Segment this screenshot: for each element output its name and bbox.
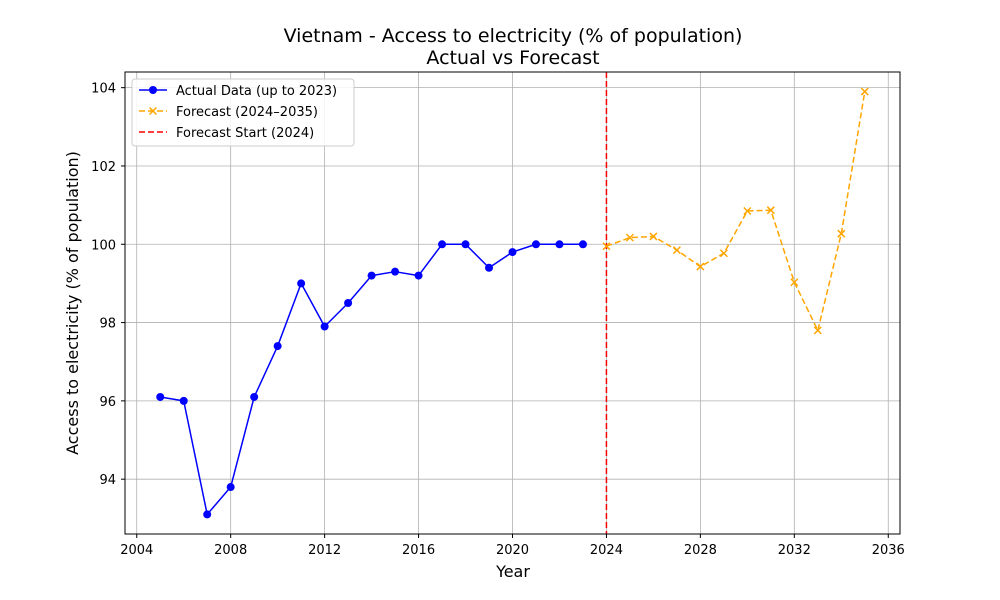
data-point-actual [297, 279, 306, 288]
legend-box [131, 78, 355, 147]
legend-entry-forecast: Forecast (2024–2035) [139, 105, 318, 120]
data-point-forecast [743, 206, 752, 216]
data-point-actual [414, 271, 423, 280]
data-point-actual [203, 510, 212, 519]
data-point-actual [461, 240, 470, 249]
data-point-forecast [813, 326, 822, 335]
x-tick-label: 2024 [590, 543, 623, 558]
x-tick-label: 2036 [872, 543, 905, 558]
chart-subtitle: Actual vs Forecast [426, 47, 599, 69]
chart-title: Vietnam - Access to electricity (% of po… [284, 25, 743, 47]
series-line-actual [160, 243, 583, 516]
x-tick-label: 2008 [214, 543, 247, 558]
x-axis-label: Year [495, 562, 530, 581]
legend-entry-forecast-start: Forecast Start (2024) [139, 126, 314, 141]
data-point-forecast [602, 242, 611, 251]
data-point-actual [250, 392, 259, 401]
x-tick-label: 2028 [684, 543, 717, 558]
y-tick-label: 104 [91, 82, 116, 97]
y-tick-label: 94 [99, 473, 116, 488]
data-point-forecast [672, 246, 681, 255]
legend-label-actual: Actual Data (up to 2023) [176, 84, 337, 99]
series-layer [156, 87, 869, 519]
y-tick-label: 96 [99, 395, 116, 410]
data-point-actual [438, 240, 447, 249]
data-point-actual [531, 240, 540, 249]
axis-ticks: 2004 2008 2012 2016 2020 2024 2028 2032 2036 94 96… [91, 82, 905, 558]
data-point-actual [226, 483, 235, 492]
data-point-actual [555, 240, 564, 249]
legend-label-forecast: Forecast (2024–2035) [176, 105, 318, 120]
y-tick-label: 98 [99, 317, 116, 332]
data-point-forecast [860, 87, 869, 96]
data-point-forecast [696, 262, 705, 271]
x-tick-label: 2020 [496, 543, 529, 558]
x-tick-label: 2012 [308, 543, 341, 558]
legend-label-forecast-start: Forecast Start (2024) [176, 126, 314, 141]
data-point-actual [344, 299, 353, 307]
legend-marker-actual [149, 86, 157, 94]
data-point-forecast [766, 206, 775, 215]
y-axis-label: Access to electricity (% of population) [63, 151, 82, 455]
data-point-forecast [790, 278, 799, 287]
y-tick-label: 100 [91, 238, 116, 253]
data-point-actual [273, 342, 282, 351]
legend-entry-actual: Actual Data (up to 2023) [139, 84, 337, 99]
y-tick-label: 102 [91, 160, 116, 175]
data-point-forecast [837, 229, 846, 238]
x-tick-label: 2032 [778, 543, 811, 558]
data-point-forecast [649, 232, 658, 241]
x-tick-label: 2004 [120, 543, 153, 558]
data-point-actual [179, 396, 188, 405]
data-point-forecast [719, 249, 728, 258]
data-point-actual [156, 392, 165, 401]
data-point-actual [367, 271, 376, 280]
legend: Actual Data (up to 2023) Forecast (2024–… [131, 78, 355, 147]
data-point-actual [320, 322, 329, 331]
data-point-actual [485, 263, 494, 272]
data-point-actual [391, 267, 400, 276]
data-point-forecast [625, 233, 634, 242]
data-point-actual [578, 240, 587, 249]
legend-marker-forecast [148, 106, 158, 116]
x-tick-label: 2016 [402, 543, 435, 558]
series-line-forecast [606, 91, 866, 332]
data-point-actual [508, 248, 517, 257]
